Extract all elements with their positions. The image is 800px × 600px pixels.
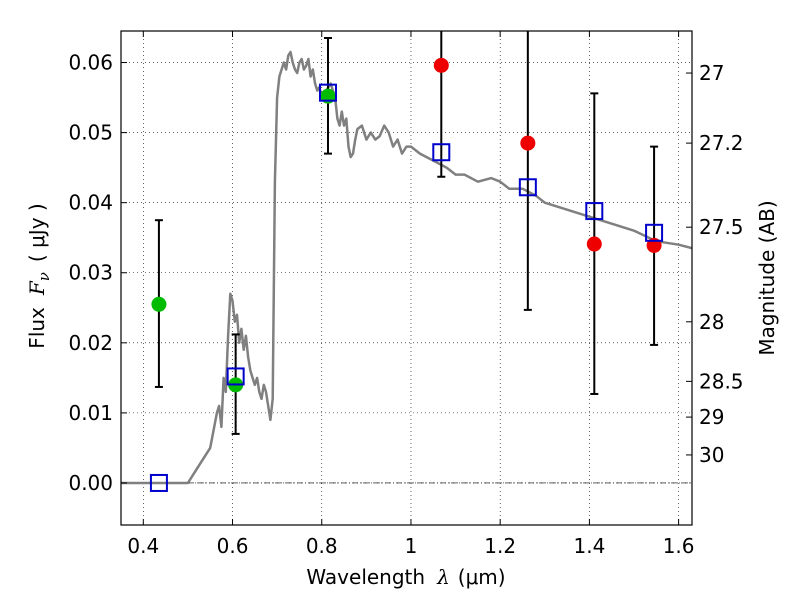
x-tick-label: 0.8 bbox=[306, 534, 338, 558]
model-band-square bbox=[645, 223, 664, 242]
x-axis-label-unit: (μm) bbox=[458, 565, 506, 589]
y2-tick-label: 28.5 bbox=[699, 369, 744, 393]
red-data-point bbox=[433, 57, 449, 73]
y-tick-label: 0.05 bbox=[68, 121, 113, 145]
y-axis-label-prefix: Flux bbox=[25, 307, 49, 349]
y-axis-label-unit: ( μJy ) bbox=[25, 203, 49, 262]
x-tick-label: 1.2 bbox=[484, 534, 516, 558]
x-tick-label: 1 bbox=[405, 534, 418, 558]
y-axis-label-symbol: F bbox=[25, 280, 49, 296]
model-band-square bbox=[518, 178, 537, 197]
y-tick-label: 0.06 bbox=[68, 51, 113, 75]
y-axis-label-subscript: ν bbox=[35, 272, 53, 281]
y-tick-label: 0.00 bbox=[68, 471, 113, 495]
y-tick-label: 0.02 bbox=[68, 331, 113, 355]
y2-axis-label: Magnitude (AB) bbox=[755, 200, 779, 355]
y2-tick-label: 30 bbox=[699, 443, 724, 467]
y2-tick-label: 29 bbox=[699, 405, 724, 429]
x-tick-label: 1.4 bbox=[573, 534, 605, 558]
x-axis-label-prefix: Wavelength bbox=[306, 565, 425, 589]
y-tick-label: 0.03 bbox=[68, 261, 113, 285]
y-tick-label: 0.01 bbox=[68, 401, 113, 425]
grid-lines bbox=[121, 31, 692, 525]
y2-tick-label: 28 bbox=[699, 310, 724, 334]
y-axis-label: Flux Fν ( μJy ) bbox=[25, 203, 53, 348]
plot-content bbox=[121, 31, 692, 492]
model-band-square bbox=[226, 367, 245, 386]
y2-tick-label: 27.2 bbox=[699, 131, 744, 155]
x-tick-label: 1.6 bbox=[663, 534, 695, 558]
y2-tick-label: 27.5 bbox=[699, 215, 744, 239]
x-tick-label: 0.6 bbox=[217, 534, 249, 558]
plot-frame bbox=[120, 30, 693, 526]
model-band-square bbox=[585, 202, 604, 221]
x-tick-label: 0.4 bbox=[127, 534, 159, 558]
x-axis-label: Wavelength λ (μm) bbox=[306, 565, 505, 589]
y-tick-label: 0.04 bbox=[68, 191, 113, 215]
y2-tick-label: 27 bbox=[699, 61, 724, 85]
x-axis-label-symbol: λ bbox=[436, 565, 450, 589]
green-data-point bbox=[151, 296, 167, 312]
model-band-square bbox=[149, 473, 168, 492]
red-data-point bbox=[586, 236, 602, 252]
red-data-point bbox=[520, 135, 536, 151]
model-spectrum-line bbox=[121, 50, 692, 485]
model-band-square bbox=[318, 83, 337, 102]
axis-ticks: 0.4 0.6 0.8 1 1.2 1.4 1.6 0.00 0.01 0.02 0.03 0.04 0… bbox=[68, 31, 744, 558]
model-band-square bbox=[432, 143, 451, 162]
